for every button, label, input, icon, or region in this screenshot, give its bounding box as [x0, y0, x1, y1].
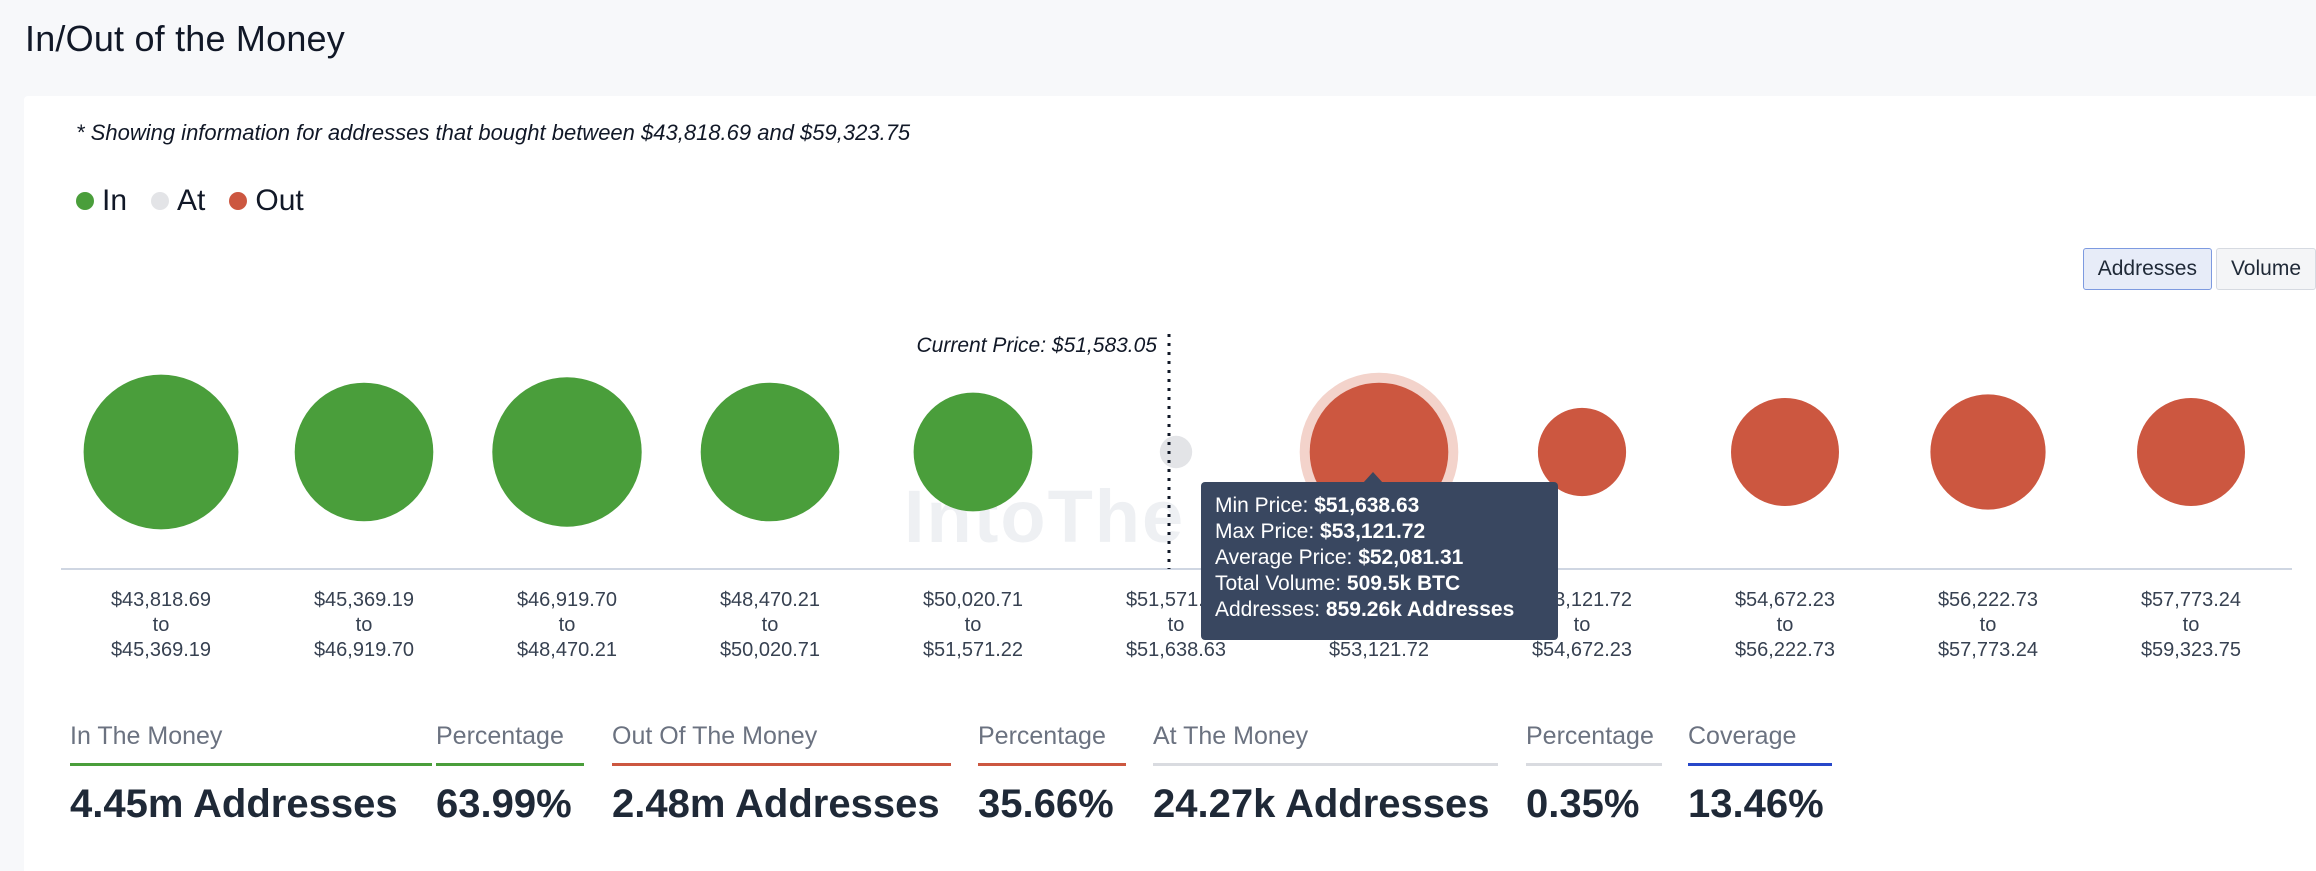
bubble-out: [1731, 398, 1839, 506]
bucket-range-label: $45,369.19: [314, 589, 414, 611]
stat-value: 63.99%: [436, 782, 572, 826]
legend-item-out[interactable]: Out: [229, 184, 304, 218]
bucket-range-label: to: [153, 614, 170, 636]
bucket-range-label: $57,773.24: [1938, 639, 2038, 661]
bucket-range-label: $51,571.22: [923, 639, 1023, 661]
stat-label: Percentage: [436, 722, 584, 766]
stat-at-percentage: Percentage 0.35%: [1526, 722, 1662, 827]
legend-label-in: In: [102, 184, 128, 217]
bucket-range-label: to: [762, 614, 779, 636]
tooltip-row: Average Price: $52,081.31: [1215, 546, 1464, 569]
stat-value: 0.35%: [1526, 782, 1640, 826]
bucket-range-label: $54,672.23: [1735, 589, 1835, 611]
toggle-addresses-button[interactable]: Addresses: [2082, 248, 2212, 290]
tooltip-row: Min Price: $51,638.63: [1215, 494, 1420, 517]
bucket-range-label: $59,323.75: [2141, 639, 2241, 661]
bucket-range-label: to: [2183, 614, 2200, 636]
tooltip-row: Addresses: 859.26k Addresses: [1215, 598, 1515, 621]
bubble-out: [2137, 398, 2245, 506]
bubble-out: [1537, 407, 1627, 497]
bucket-range-label: $56,222.73: [1735, 639, 1835, 661]
page-title: In/Out of the Money: [25, 18, 345, 59]
toggle-volume-button[interactable]: Volume: [2215, 248, 2316, 290]
chart-tooltip: Min Price: $51,638.63 Max Price: $53,121…: [1201, 482, 1558, 640]
bubble-in: [294, 382, 434, 522]
stat-label: At The Money: [1153, 722, 1498, 766]
stat-out-percentage: Percentage 35.66%: [978, 722, 1126, 827]
bucket-range-label: $48,470.21: [720, 589, 820, 611]
stat-in-percentage: Percentage 63.99%: [436, 722, 584, 827]
legend-dot-at-icon: [151, 192, 170, 210]
stat-label: Coverage: [1688, 722, 1832, 766]
range-note: * Showing information for addresses that…: [76, 120, 911, 145]
bucket-range-label: $53,121.72: [1329, 639, 1429, 661]
bubble-in: [913, 392, 1033, 512]
stat-value: 4.45m Addresses: [70, 782, 398, 826]
stat-in-the-money: In The Money 4.45m Addresses: [70, 722, 432, 827]
stat-value: 24.27k Addresses: [1153, 782, 1490, 826]
bucket-range-label: $50,020.71: [720, 639, 820, 661]
legend-item-at[interactable]: At: [151, 184, 205, 218]
bubble-in: [83, 374, 239, 530]
bubble-in: [492, 377, 642, 527]
bubble-chart: $43,818.69 to $45,369.19 $45,369.19 to $46,91…: [61, 334, 2292, 661]
stat-value: 35.66%: [978, 782, 1114, 826]
stat-label: Out Of The Money: [612, 722, 951, 766]
bubble-at: [1159, 435, 1193, 469]
tooltip-row: Max Price: $53,121.72: [1215, 520, 1426, 543]
stat-out-of-the-money: Out Of The Money 2.48m Addresses: [612, 722, 951, 827]
stat-value: 13.46%: [1688, 782, 1824, 826]
legend-dot-in-icon: [76, 192, 94, 210]
tooltip-row: Total Volume: 509.5k BTC: [1215, 572, 1461, 595]
bucket-range-label: $56,222.73: [1938, 589, 2038, 611]
bucket-range-label: $46,919.70: [314, 639, 414, 661]
bucket-range-label: to: [1980, 614, 1997, 636]
bucket-range-label: $57,773.24: [2141, 589, 2241, 611]
stat-value: 2.48m Addresses: [612, 782, 940, 826]
bucket-range-label: to: [356, 614, 373, 636]
legend-label-at: At: [177, 184, 206, 217]
bucket-range-label: $43,818.69: [111, 589, 211, 611]
bucket-range-label: to: [965, 614, 982, 636]
bucket-range-label: to: [559, 614, 576, 636]
bucket-range-label: $45,369.19: [111, 639, 211, 661]
bucket-range-label: to: [1574, 614, 1591, 636]
bubble-out: [1930, 394, 2046, 510]
bucket-range-label: $51,638.63: [1126, 639, 1226, 661]
current-price-label: Current Price: $51,583.05: [917, 334, 1158, 357]
tooltip-arrow: [1363, 472, 1383, 483]
bucket-range-label: $54,672.23: [1532, 639, 1632, 661]
bucket-range-label: to: [1168, 614, 1185, 636]
bucket-range-label: $46,919.70: [517, 589, 617, 611]
stat-at-the-money: At The Money 24.27k Addresses: [1153, 722, 1498, 827]
bucket-range-label: $50,020.71: [923, 589, 1023, 611]
legend: In At Out: [76, 184, 304, 218]
stat-coverage: Coverage 13.46%: [1688, 722, 1832, 827]
bubble-in: [700, 382, 840, 522]
chart-card: * Showing information for addresses that…: [24, 96, 2316, 871]
stat-label: Percentage: [978, 722, 1126, 766]
stat-label: In The Money: [70, 722, 432, 766]
stat-label: Percentage: [1526, 722, 1662, 766]
legend-item-in[interactable]: In: [76, 184, 127, 218]
metric-toggle: Addresses Volume: [2082, 248, 2316, 290]
bucket-range-label: $48,470.21: [517, 639, 617, 661]
legend-dot-out-icon: [229, 192, 248, 210]
bucket-range-label: to: [1777, 614, 1794, 636]
summary-stats: In The Money 4.45m Addresses Percentage …: [24, 722, 2316, 862]
legend-label-out: Out: [255, 184, 304, 217]
